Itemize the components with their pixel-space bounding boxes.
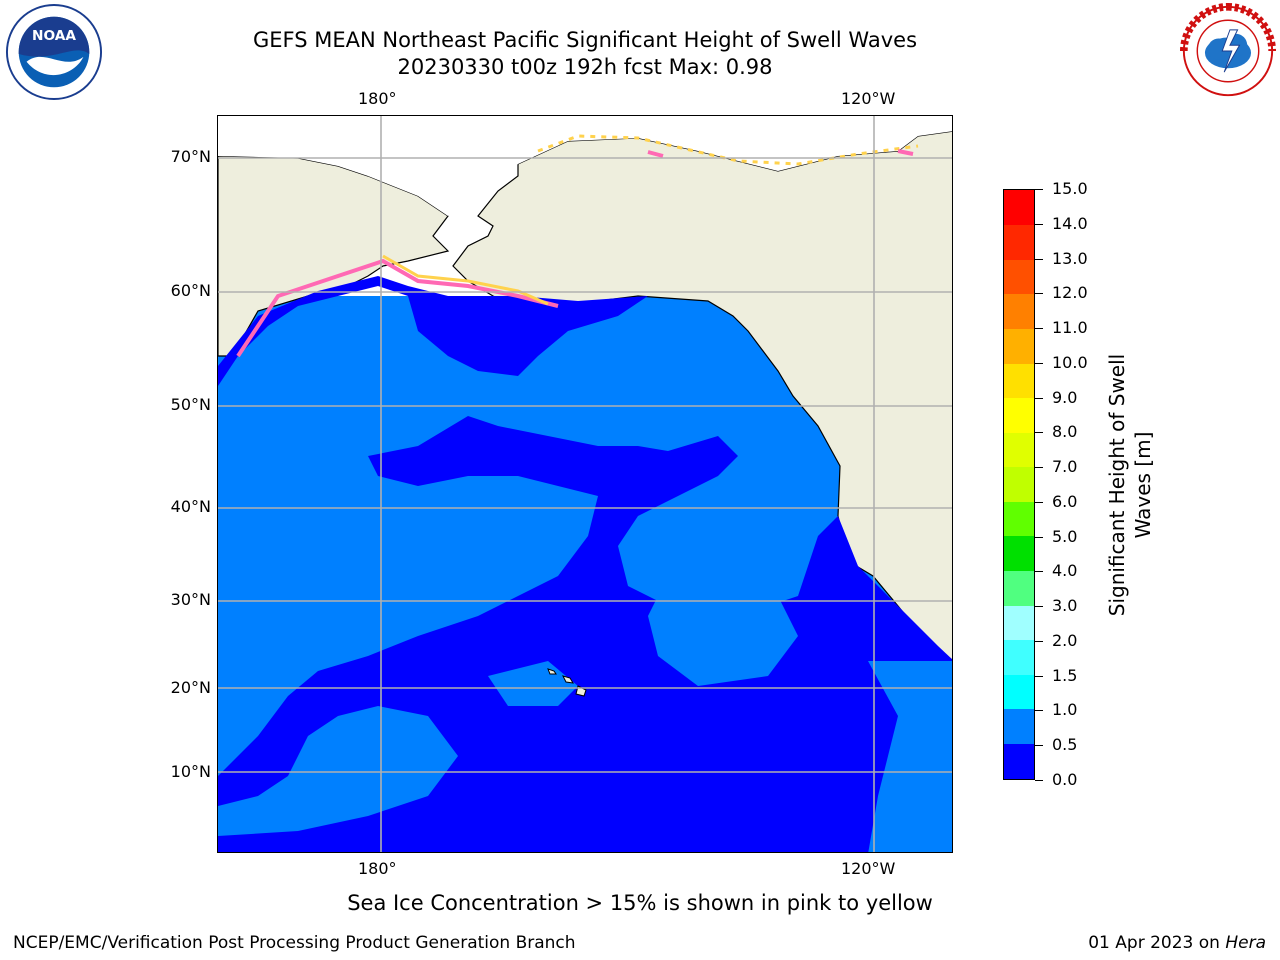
colorbar-tick (1035, 640, 1043, 642)
nws-logo-icon (1180, 3, 1276, 97)
colorbar-tick (1035, 432, 1043, 434)
lat-label-60n: 60°N (170, 281, 211, 300)
colorbar (1003, 189, 1035, 780)
credit-left: NCEP/EMC/Verification Post Processing Pr… (13, 933, 576, 953)
colorbar-tick-label: 5.0 (1052, 526, 1078, 546)
lat-label-30n: 30°N (170, 590, 211, 609)
colorbar-segment (1004, 605, 1034, 641)
colorbar-tick-label: 3.0 (1052, 596, 1078, 616)
colorbar-segment (1004, 639, 1034, 675)
colorbar-segment (1004, 501, 1034, 537)
colorbar-tick-label: 1.5 (1052, 665, 1078, 685)
colorbar-tick (1035, 745, 1043, 747)
swell-mid-east-patch (648, 586, 798, 686)
colorbar-segment (1004, 743, 1034, 779)
swell-mid-east-tropics (868, 661, 952, 852)
colorbar-tick (1035, 223, 1043, 225)
colorbar-tick (1035, 258, 1043, 260)
colorbar-segment (1004, 328, 1034, 364)
colorbar-tick (1035, 293, 1043, 295)
colorbar-tick-label: 9.0 (1052, 387, 1078, 407)
colorbar-tick (1035, 328, 1043, 330)
colorbar-segment (1004, 259, 1034, 295)
colorbar-tick-label: 1.0 (1052, 700, 1078, 720)
swell-mid-southwest-patch (218, 706, 458, 836)
colorbar-tick-label: 0.5 (1052, 735, 1078, 755)
lat-label-50n: 50°N (170, 395, 211, 414)
colorbar-tick (1035, 397, 1043, 399)
colorbar-segment (1004, 708, 1034, 744)
swell-mid-hawaii-patch (488, 661, 578, 706)
lon-label-bottom-120w: 120°W (841, 859, 896, 878)
chart-subtitle: 20230330 t00z 192h fcst Max: 0.98 (397, 55, 773, 79)
lat-label-40n: 40°N (170, 497, 211, 516)
colorbar-segment (1004, 397, 1034, 433)
colorbar-tick-label: 12.0 (1052, 283, 1088, 303)
colorbar-tick (1035, 780, 1043, 781)
arctic-ocean (218, 116, 952, 216)
colorbar-tick-label: 14.0 (1052, 213, 1088, 233)
chart-title: GEFS MEAN Northeast Pacific Significant … (252, 28, 918, 52)
colorbar-tick-label: 6.0 (1052, 491, 1078, 511)
sea-ice-footnote: Sea Ice Concentration > 15% is shown in … (347, 891, 933, 915)
lon-label-bottom-180: 180° (358, 859, 397, 878)
colorbar-segment (1004, 293, 1034, 329)
noaa-logo-text: NOAA (32, 28, 76, 44)
colorbar-tick-label: 2.0 (1052, 630, 1078, 650)
colorbar-segment (1004, 674, 1034, 710)
colorbar-tick-label: 15.0 (1052, 179, 1088, 198)
colorbar-tick (1035, 571, 1043, 573)
noaa-logo-icon: NOAA (5, 3, 103, 101)
colorbar-tick-label: 4.0 (1052, 561, 1078, 581)
colorbar-segment (1004, 535, 1034, 572)
colorbar-tick (1035, 675, 1043, 677)
colorbar-tick (1035, 606, 1043, 608)
credit-date: 01 Apr 2023 on (1088, 933, 1220, 953)
colorbar-segment (1004, 224, 1034, 260)
credit-right: 01 Apr 2023 on Hera (1088, 933, 1266, 953)
colorbar-tick (1035, 536, 1043, 538)
sea-ice-edge-yellow (382, 254, 549, 306)
colorbar-tick-label: 7.0 (1052, 457, 1078, 477)
colorbar-tick (1035, 362, 1043, 364)
colorbar-segment (1004, 432, 1034, 468)
colorbar-tick (1035, 189, 1043, 190)
colorbar-segment (1004, 466, 1034, 502)
colorbar-segment (1004, 190, 1034, 226)
colorbar-tick-label: 0.0 (1052, 770, 1078, 789)
colorbar-tick (1035, 501, 1043, 503)
colorbar-tick-label: 11.0 (1052, 318, 1088, 338)
colorbar-tick-label: 10.0 (1052, 352, 1088, 372)
lat-label-70n: 70°N (170, 147, 211, 166)
lat-label-10n: 10°N (170, 762, 211, 781)
map-canvas (218, 116, 952, 852)
graticule (218, 116, 952, 852)
colorbar-segment (1004, 362, 1034, 399)
colorbar-segment (1004, 570, 1034, 606)
colorbar-tick (1035, 710, 1043, 712)
colorbar-title: Significant Height of Swell Waves [m] (1105, 353, 1155, 617)
map-panel (217, 115, 953, 853)
lon-label-top-180: 180° (358, 89, 397, 108)
lat-label-20n: 20°N (170, 678, 211, 697)
colorbar-tick (1035, 467, 1043, 469)
lon-label-top-120w: 120°W (841, 89, 896, 108)
colorbar-tick-label: 13.0 (1052, 248, 1088, 268)
credit-host: Hera (1225, 933, 1266, 953)
sea-ice-arctic-pink (647, 149, 914, 158)
colorbar-tick-label: 8.0 (1052, 422, 1078, 442)
